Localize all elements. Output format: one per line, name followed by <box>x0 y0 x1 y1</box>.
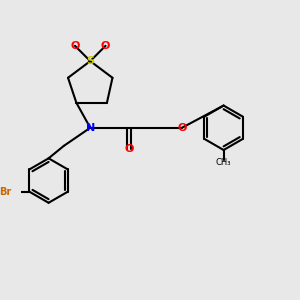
Text: N: N <box>85 123 95 133</box>
Text: O: O <box>101 41 110 51</box>
Text: CH₃: CH₃ <box>216 158 231 167</box>
Text: O: O <box>70 41 80 51</box>
Text: O: O <box>124 144 134 154</box>
Text: O: O <box>177 123 187 133</box>
Text: Br: Br <box>0 187 11 197</box>
Text: S: S <box>86 56 94 66</box>
